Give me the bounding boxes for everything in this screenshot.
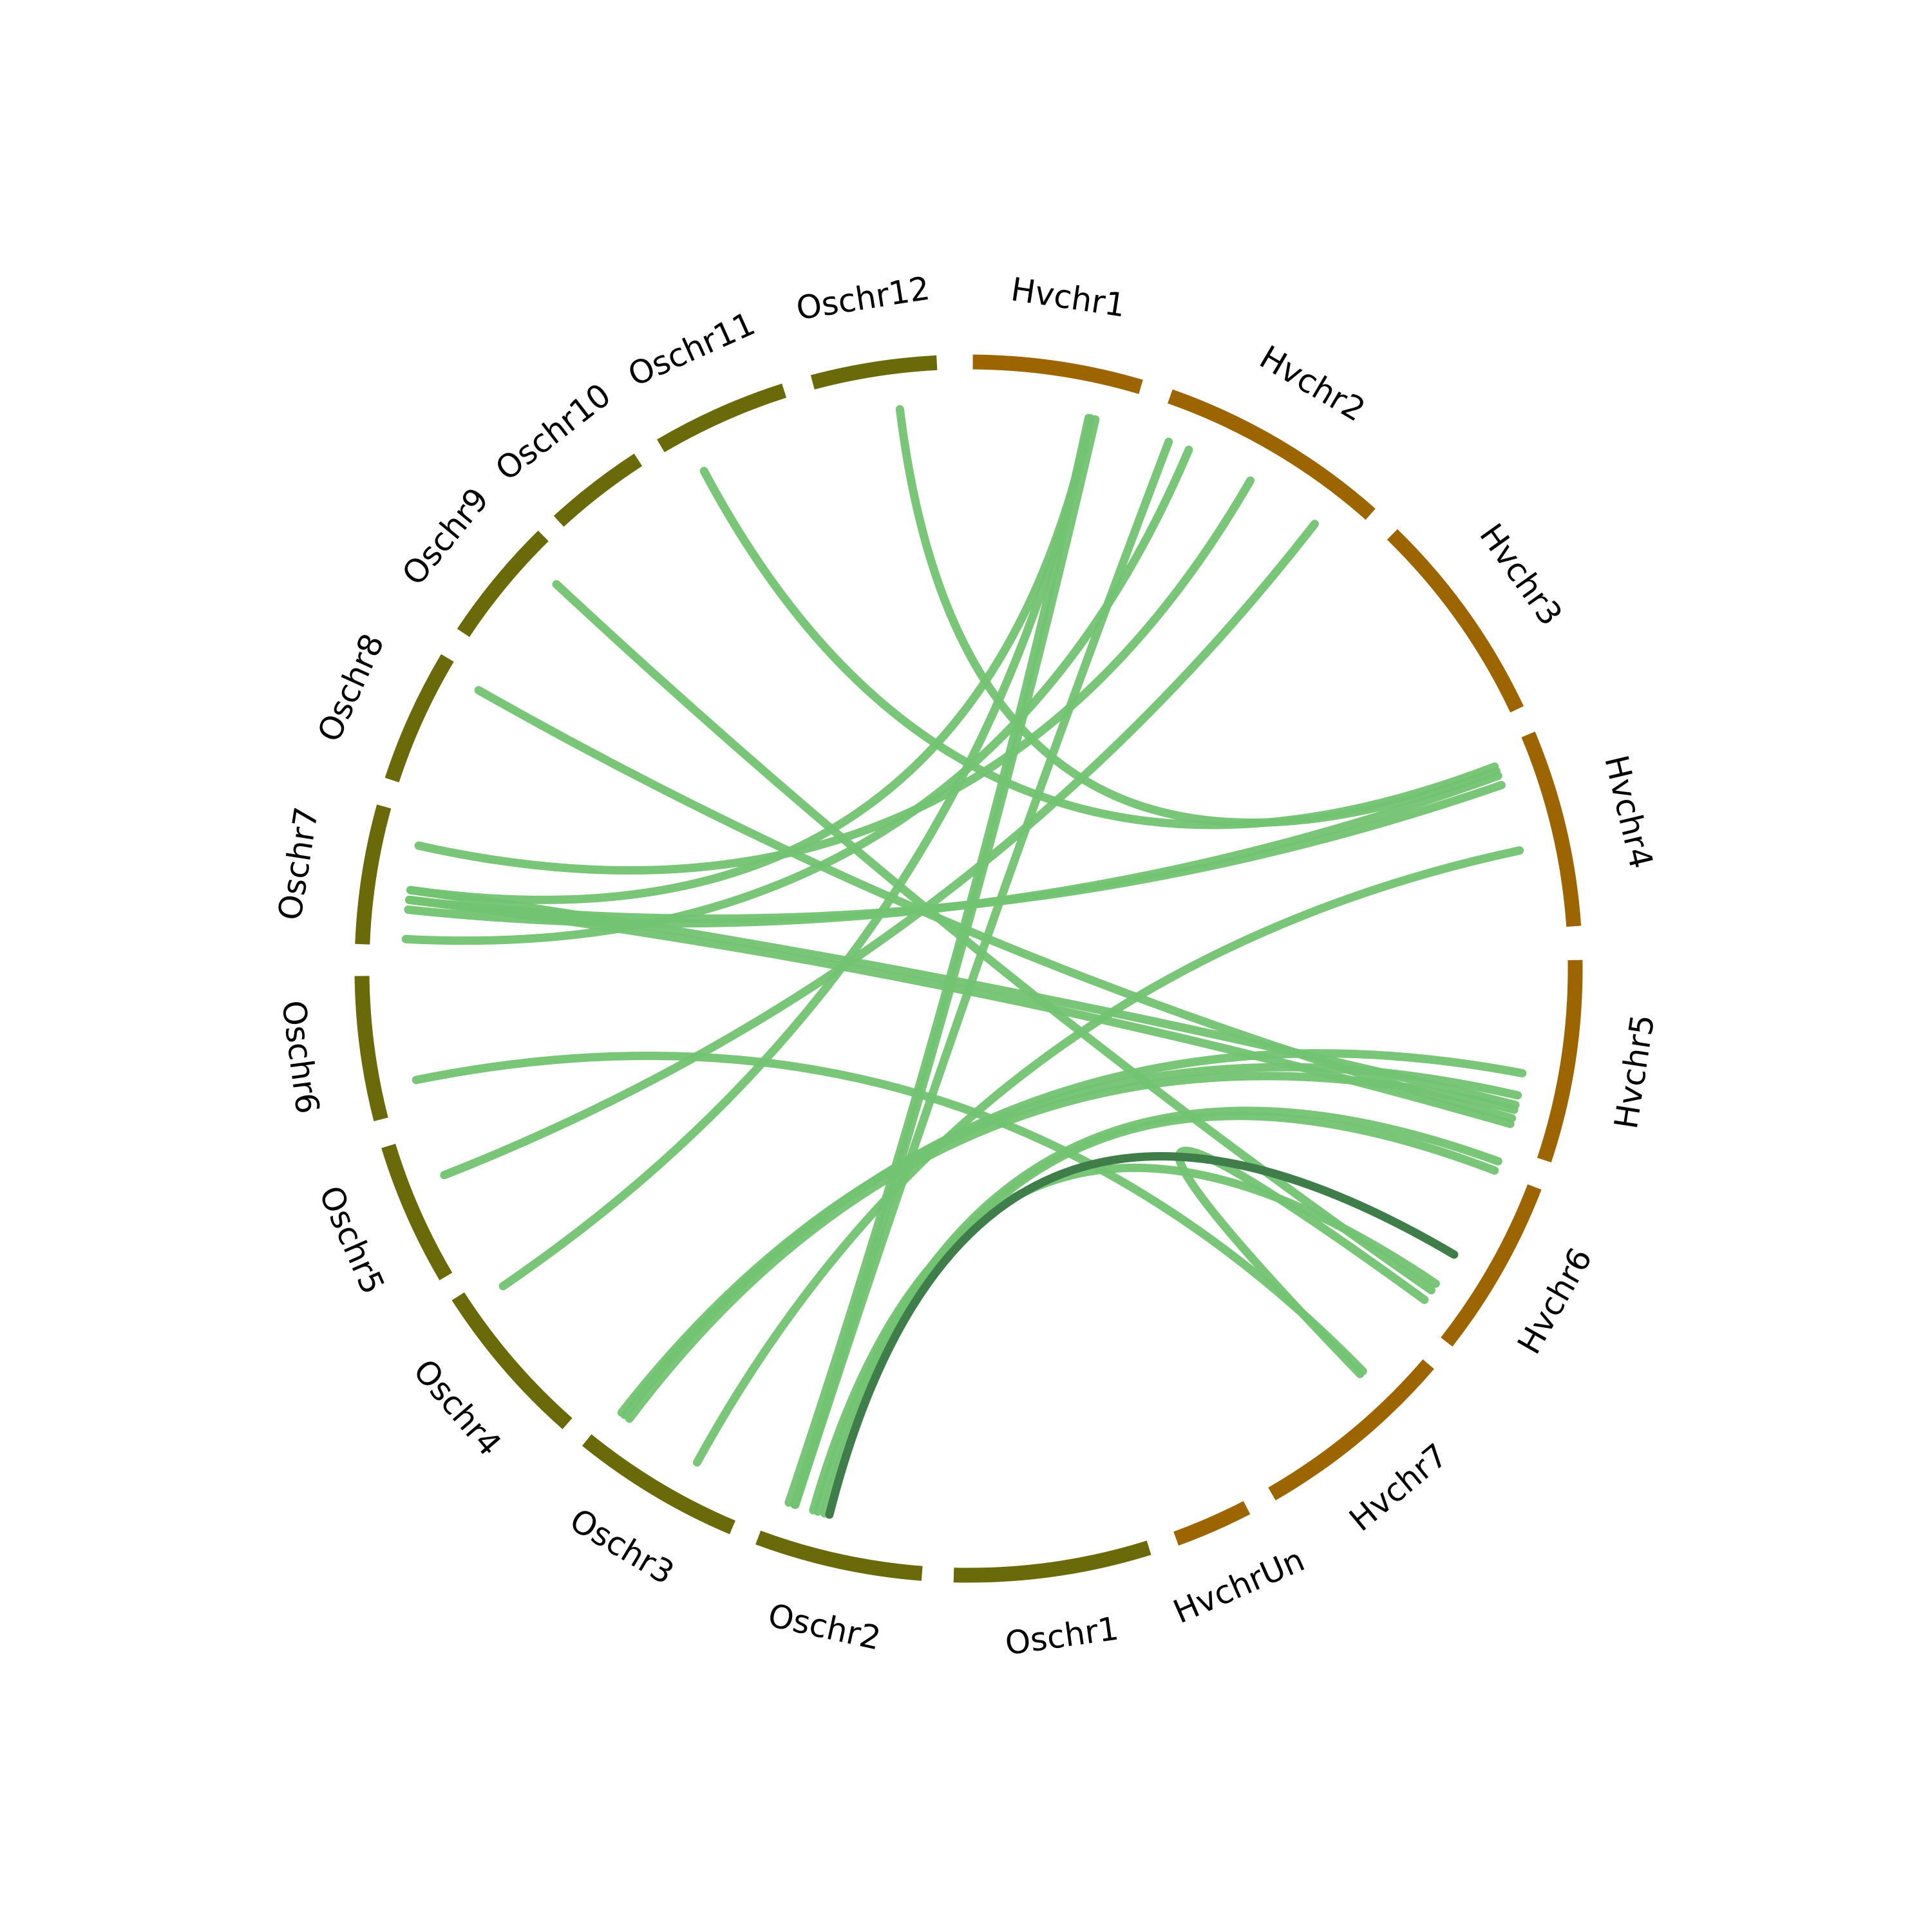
synteny-link bbox=[414, 476, 1255, 875]
chromosome-arc bbox=[657, 383, 787, 453]
chromosome-label: Oschr9 bbox=[395, 480, 496, 592]
chromosome-label: Oschr12 bbox=[793, 269, 932, 327]
chromosome-arc bbox=[1268, 1359, 1434, 1501]
chromosome-label: Hvchr4 bbox=[1597, 752, 1660, 872]
chromosome-label: Hvchr2 bbox=[1253, 339, 1371, 430]
chromosome-label: Oschr8 bbox=[310, 628, 392, 747]
chromosome-arc bbox=[1173, 1501, 1251, 1546]
chromosome-arc bbox=[381, 1144, 453, 1280]
synteny-link bbox=[820, 1112, 1499, 1518]
chromosome-arc bbox=[1521, 732, 1582, 927]
chromosome-arc bbox=[1441, 1184, 1542, 1347]
chromosome-label: HvchrUn bbox=[1168, 1541, 1310, 1631]
synteny-link bbox=[412, 1051, 1367, 1376]
chromosome-label: Hvchr5 bbox=[1607, 1012, 1662, 1132]
chromosome-label: Oschr6 bbox=[274, 998, 327, 1116]
synteny-link bbox=[692, 846, 1524, 1467]
synteny-link-highlight bbox=[825, 1152, 1459, 1519]
chromosome-arc bbox=[1387, 529, 1524, 713]
chromosome-label: Hvchr7 bbox=[1342, 1436, 1455, 1539]
chromosome-label: Oschr4 bbox=[406, 1352, 508, 1463]
chromosome-arc bbox=[1168, 389, 1376, 520]
chromosome-label: Oschr7 bbox=[271, 804, 326, 923]
synteny-link bbox=[809, 1163, 1440, 1515]
synteny-link bbox=[895, 405, 1501, 827]
synteny-link bbox=[405, 781, 1506, 923]
chromosome-arc bbox=[953, 1540, 1151, 1583]
chromosome-label: Oschr3 bbox=[564, 1501, 681, 1592]
chromosome-label: Oschr1 bbox=[1003, 1609, 1121, 1662]
synteny-link bbox=[401, 446, 1193, 945]
synteny-link bbox=[406, 414, 1095, 904]
chromosome-label: Oschr10 bbox=[489, 376, 618, 488]
chromosome-arc bbox=[810, 355, 938, 390]
chromosome-label: Oschr5 bbox=[312, 1180, 392, 1300]
chromosome-arc bbox=[451, 1292, 573, 1430]
chromosome-arc bbox=[553, 453, 643, 527]
chromosome-arc bbox=[457, 530, 549, 638]
chromosome-arc bbox=[582, 1434, 735, 1535]
chromosome-label: Hvchr1 bbox=[1009, 270, 1128, 325]
chromosome-label: Hvchr6 bbox=[1510, 1242, 1600, 1360]
chromosome-label: Hvchr3 bbox=[1472, 517, 1569, 632]
chromosome-arc bbox=[755, 1530, 923, 1581]
synteny-link bbox=[625, 1072, 1519, 1423]
chromosome-arc bbox=[972, 354, 1143, 394]
chromosome-arc bbox=[1537, 960, 1583, 1162]
synteny-link bbox=[699, 466, 1499, 829]
chromosome-arc bbox=[355, 804, 392, 945]
chromosome-label: Oschr2 bbox=[765, 1596, 884, 1658]
chromosome-arc bbox=[354, 976, 388, 1122]
synteny-link bbox=[617, 1063, 1522, 1417]
chromosome-label: Oschr11 bbox=[623, 305, 761, 393]
chromosome-arc bbox=[384, 654, 454, 782]
